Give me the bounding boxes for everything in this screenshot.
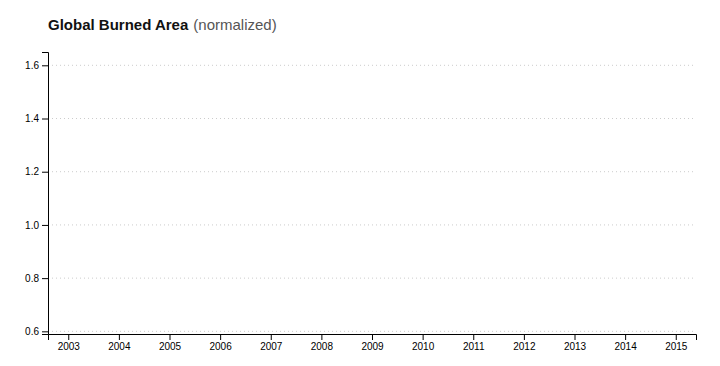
y-tick: 0.6 (25, 326, 48, 337)
x-tick-mark (423, 334, 424, 340)
grid (48, 65, 696, 331)
x-tick-mark (170, 334, 171, 340)
y-tick-mark (42, 331, 48, 332)
y-tick-label: 1.2 (25, 166, 39, 177)
x-tick: 2008 (311, 334, 334, 352)
x-tick-label: 2014 (615, 341, 638, 352)
x-tick: 2015 (665, 334, 688, 352)
x-tick-mark (676, 334, 677, 340)
x-tick-label: 2012 (513, 341, 536, 352)
x-tick-mark (68, 334, 69, 340)
y-tick-mark (42, 172, 48, 173)
x-tick: 2009 (361, 334, 384, 352)
x-tick-label: 2004 (108, 341, 131, 352)
x-tick-label: 2003 (58, 341, 81, 352)
x-tick: 2005 (159, 334, 182, 352)
x-tick-label: 2005 (159, 341, 182, 352)
x-tick-mark (220, 334, 221, 340)
x-tick: 2007 (260, 334, 283, 352)
x-tick-mark (524, 334, 525, 340)
x-tick: 2006 (210, 334, 233, 352)
x-tick: 2003 (58, 334, 81, 352)
y-tick-label: 1.4 (25, 113, 39, 124)
y-tick-mark (42, 225, 48, 226)
x-tick: 2011 (463, 334, 485, 352)
grid-line (48, 331, 696, 332)
y-tick: 1.6 (25, 60, 48, 71)
x-tick-mark (271, 334, 272, 340)
y-tick: 0.8 (25, 273, 48, 284)
y-axis-line (42, 53, 49, 335)
x-tick-mark (119, 334, 120, 340)
x-tick-label: 2010 (412, 341, 435, 352)
y-tick-label: 1.6 (25, 60, 39, 71)
x-tick-label: 2006 (210, 341, 233, 352)
grid-line (48, 278, 696, 279)
grid-line (48, 65, 696, 66)
x-tick-label: 2011 (463, 341, 485, 352)
y-tick-mark (42, 65, 48, 66)
grid-line (48, 118, 696, 119)
x-tick: 2010 (412, 334, 435, 352)
x-axis-line (49, 335, 697, 341)
y-tick: 1.2 (25, 166, 48, 177)
x-tick: 2004 (108, 334, 131, 352)
y-tick-label: 1.0 (25, 220, 39, 231)
y-tick-label: 0.8 (25, 273, 39, 284)
x-tick-label: 2009 (361, 341, 384, 352)
x-tick-mark (625, 334, 626, 340)
x-axis: 2003 2004 2005 2006 2007 2008 2009 2010 2011 2012… (49, 334, 697, 352)
y-tick-mark (42, 119, 48, 120)
x-tick-mark (473, 334, 474, 340)
title: Global Burned Area (48, 16, 189, 33)
x-tick: 2012 (513, 334, 536, 352)
subtitle: (normalized) (193, 16, 276, 33)
chart: 2003 2004 2005 2006 2007 2008 2009 2010 2011 2012… (0, 0, 720, 366)
grid-line (48, 171, 696, 172)
x-tick: 2013 (564, 334, 587, 352)
y-tick: 1.0 (25, 220, 48, 231)
plot: 2003 2004 2005 2006 2007 2008 2009 2010 2011 2012… (25, 53, 696, 353)
x-tick-label: 2008 (311, 341, 334, 352)
y-tick: 1.4 (25, 113, 48, 124)
x-tick-label: 2013 (564, 341, 587, 352)
y-tick-label: 0.6 (25, 326, 39, 337)
x-tick-mark (575, 334, 576, 340)
y-axis: 0.6 0.8 1.0 1.2 1.4 1.6 (25, 53, 48, 338)
x-tick-mark (321, 334, 322, 340)
x-tick: 2014 (615, 334, 638, 352)
y-tick-mark (42, 278, 48, 279)
grid-line (48, 224, 696, 225)
x-tick-mark (372, 334, 373, 340)
x-tick-label: 2015 (665, 341, 688, 352)
x-tick-label: 2007 (260, 341, 283, 352)
